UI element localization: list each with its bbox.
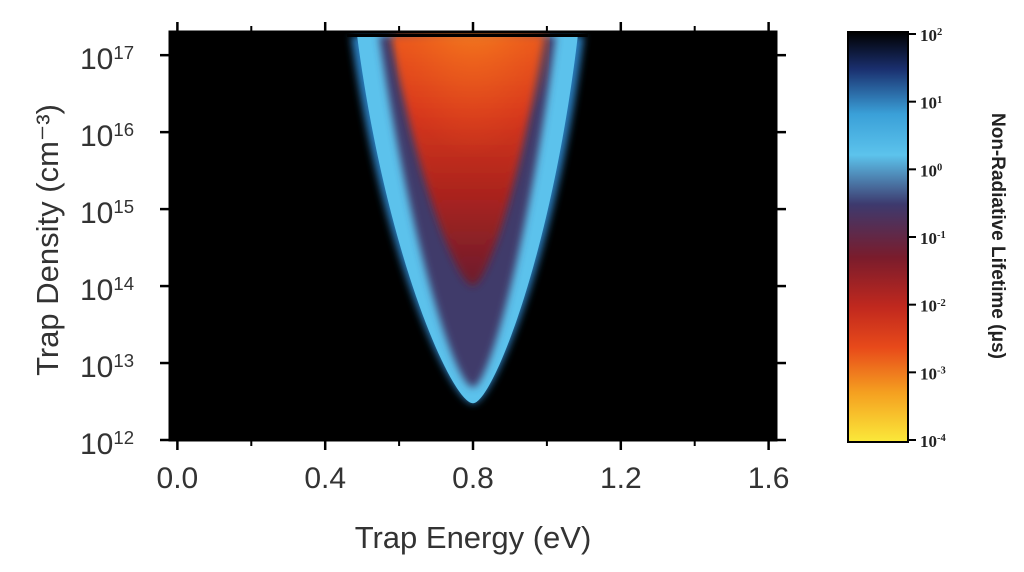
x-axis-title: Trap Energy (eV) [355,520,592,555]
x-tick-label: 0.8 [452,462,494,495]
colorbar-title: Non-Radiative Lifetime (μs) [987,113,1008,359]
x-tick-label: 1.6 [748,462,790,495]
y-tick-label: 1014 [80,273,134,307]
x-tick-label: 0.0 [157,462,199,495]
y-tick-label: 1015 [80,196,134,230]
y-tick-label: 1012 [80,427,134,461]
y-axis: 1012 1013 1014 1015 1016 1017 [80,42,786,461]
colorbar-tick-label: 10-4 [920,432,947,451]
colorbar-tick-label: 101 [920,94,942,113]
y-tick-label: 1017 [80,42,134,76]
y-tick-label: 1013 [80,350,134,384]
colorbar-tick-label: 10-1 [920,229,946,248]
colorbar-tick-label: 10-3 [920,364,946,383]
colorbar-tick-label: 100 [920,161,942,180]
x-axis: 0.0 0.4 0.8 1.2 1.6 [157,22,790,495]
colorbar-ticks: 102 101 100 10-1 10-2 10-3 10-4 [908,26,947,451]
x-tick-label: 0.4 [304,462,346,495]
x-tick-label: 1.2 [600,462,642,495]
yellow-hotspot [396,32,550,238]
colorbar [847,31,909,443]
colorbar-tick-label: 102 [920,26,942,45]
lifetime-region [347,32,588,404]
y-axis-title: Trap Density (cm⁻³) [30,104,65,376]
y-tick-label: 1016 [80,119,134,153]
colorbar-tick-label: 10-2 [920,297,946,316]
